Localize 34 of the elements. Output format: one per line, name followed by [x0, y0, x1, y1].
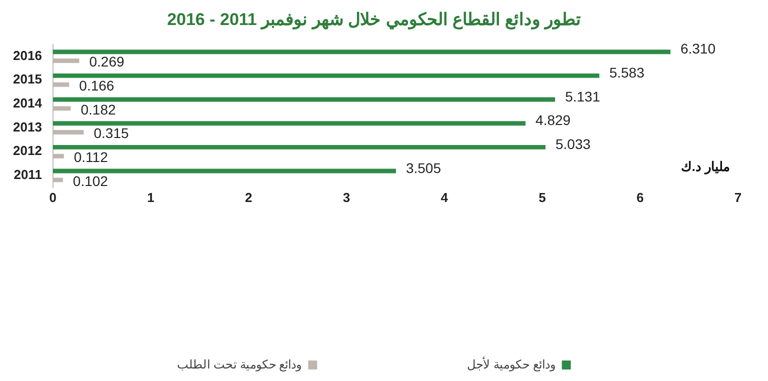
y-tick-label: 2015: [13, 72, 42, 87]
data-label: 0.315: [94, 125, 129, 142]
legend-label: ودائع حكومية لأجل: [467, 356, 556, 372]
data-label: 0.102: [72, 172, 108, 189]
y-tick-label: 2013: [13, 119, 42, 134]
y-tick-label: 2011: [14, 167, 42, 182]
y-tick-label: 2012: [13, 143, 42, 158]
data-label: 6.310: [680, 40, 716, 57]
data-label: 0.269: [89, 54, 124, 70]
data-label: 3.505: [406, 160, 442, 176]
x-tick-label: 5: [538, 190, 546, 205]
chart-title: تطور ودائع القطاع الحكومي خلال شهر نوفمبر 2011 - 2016: [167, 10, 581, 30]
x-tick-label: 2: [245, 190, 252, 205]
data-label: 5.033: [555, 136, 591, 152]
bar: [52, 144, 546, 150]
x-tick-label: 6: [636, 190, 644, 205]
bar: [52, 50, 670, 54]
legend-label: ودائع حكومية تحت الطلب: [177, 357, 302, 372]
bar: [52, 73, 600, 78]
x-tick-label: 0: [49, 190, 57, 205]
data-label: 5.583: [609, 64, 645, 81]
data-label: 0.166: [79, 77, 114, 94]
data-label: 5.131: [565, 88, 600, 104]
data-label: 4.829: [536, 112, 571, 128]
x-tick-label: 7: [734, 190, 742, 205]
x-tick-label: 3: [342, 190, 350, 205]
data-label: 0.112: [74, 148, 108, 165]
y-tick-label: 2014: [13, 96, 43, 111]
annotation: مليار د.ك: [680, 158, 730, 175]
x-tick-label: 1: [147, 190, 154, 205]
x-tick-label: 4: [440, 190, 449, 205]
data-label: 0.182: [80, 101, 116, 118]
bar: [52, 121, 526, 126]
y-tick-label: 2016: [13, 48, 42, 63]
